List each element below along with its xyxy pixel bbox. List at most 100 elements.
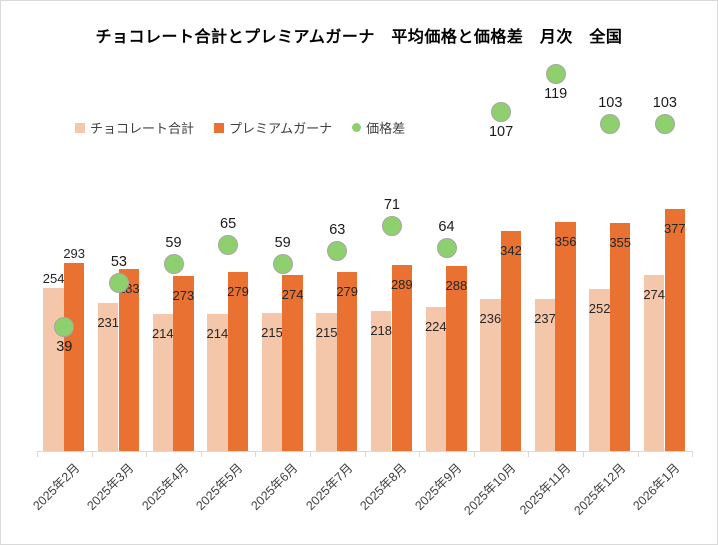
price-diff-value-label: 59 bbox=[274, 234, 291, 251]
price-diff-point bbox=[381, 215, 402, 236]
bar-value-label-premium-ghana: 342 bbox=[500, 243, 522, 259]
x-axis-tick bbox=[528, 451, 530, 457]
bar-premium-ghana bbox=[173, 275, 194, 451]
price-diff-point bbox=[272, 253, 293, 274]
x-axis-tick bbox=[637, 451, 639, 457]
price-diff-value-label: 63 bbox=[329, 222, 346, 239]
legend-swatch-chocolate-total-icon bbox=[75, 122, 85, 133]
bar-value-label-chocolate-total: 231 bbox=[97, 314, 120, 330]
bar-value-label-chocolate-total: 218 bbox=[370, 323, 393, 339]
x-axis-label: 2025年3月 bbox=[84, 460, 137, 513]
bar-premium-ghana bbox=[336, 271, 358, 451]
price-diff-value-label: 39 bbox=[56, 339, 73, 356]
legend-label-price-diff: 価格差 bbox=[366, 121, 406, 136]
chart-title: チョコレート合計とプレミアムガーナ 平均価格と価格差 月次 全国 bbox=[95, 29, 623, 46]
x-axis-label: 2025年4月 bbox=[139, 460, 192, 513]
x-axis-label: 2025年2月 bbox=[29, 460, 83, 513]
x-axis-tick bbox=[583, 451, 584, 457]
x-axis-label: 2026年1月 bbox=[630, 460, 683, 513]
bar-value-label-premium-ghana: 274 bbox=[281, 287, 304, 303]
price-diff-point bbox=[327, 241, 348, 262]
bar-chocolate-total bbox=[370, 311, 392, 451]
bar-premium-ghana bbox=[63, 262, 85, 451]
x-axis-tick bbox=[473, 451, 475, 457]
bar-value-label-chocolate-total: 236 bbox=[479, 311, 502, 327]
bar-value-label-premium-ghana: 377 bbox=[663, 220, 686, 236]
price-diff-point bbox=[654, 114, 675, 135]
bar-value-label-premium-ghana: 288 bbox=[445, 278, 468, 294]
bar-value-label-chocolate-total: 215 bbox=[315, 324, 338, 340]
price-diff-value-label: 64 bbox=[438, 219, 455, 236]
bar-value-label-premium-ghana: 279 bbox=[336, 283, 359, 299]
legend-label-chocolate-total: チョコレート合計 bbox=[90, 121, 195, 136]
x-axis-tick bbox=[200, 451, 202, 457]
legend-item-chocolate-total: チョコレート合計 bbox=[75, 118, 194, 137]
x-axis-tick bbox=[364, 451, 366, 457]
legend-label-premium-ghana: プレミアムガーナ bbox=[229, 121, 333, 136]
bar-value-label-chocolate-total: 274 bbox=[643, 287, 666, 303]
bar-premium-ghana bbox=[446, 266, 467, 451]
x-axis-label: 2025年9月 bbox=[412, 460, 465, 513]
bar-value-label-premium-ghana: 279 bbox=[227, 283, 249, 299]
bar-value-label-premium-ghana: 289 bbox=[390, 277, 413, 293]
bar-value-label-chocolate-total: 252 bbox=[588, 301, 611, 317]
price-diff-value-label: 71 bbox=[383, 196, 400, 213]
price-diff-point bbox=[436, 238, 457, 259]
price-diff-value-label: 65 bbox=[220, 215, 237, 232]
bar-chocolate-total bbox=[316, 312, 337, 451]
x-axis-label: 2025年7月 bbox=[302, 460, 356, 513]
bar-premium-ghana bbox=[664, 208, 686, 451]
legend-swatch-premium-ghana-icon bbox=[214, 122, 225, 133]
bar-value-label-premium-ghana: 356 bbox=[554, 234, 577, 250]
bar-premium-ghana bbox=[118, 269, 140, 451]
bar-value-label-premium-ghana: 273 bbox=[172, 287, 195, 303]
price-diff-point bbox=[54, 317, 75, 338]
bar-premium-ghana bbox=[391, 265, 413, 451]
bar-chocolate-total bbox=[97, 302, 119, 451]
price-diff-point bbox=[491, 101, 512, 122]
x-axis-tick bbox=[692, 451, 694, 457]
x-axis-tick bbox=[255, 451, 257, 457]
x-axis-label: 2025年6月 bbox=[248, 460, 301, 513]
bar-chocolate-total bbox=[207, 313, 228, 451]
price-diff-value-label: 119 bbox=[544, 85, 568, 102]
price-diff-value-label: 59 bbox=[165, 234, 182, 251]
price-diff-value-label: 53 bbox=[110, 253, 127, 270]
price-diff-value-label: 107 bbox=[488, 123, 514, 140]
legend-item-price-diff: 価格差 bbox=[352, 118, 405, 137]
bar-chocolate-total bbox=[43, 287, 64, 451]
bar-value-label-chocolate-total: 215 bbox=[261, 324, 283, 340]
bar-value-label-chocolate-total: 214 bbox=[206, 325, 229, 341]
x-axis-tick bbox=[91, 451, 93, 457]
bar-value-label-chocolate-total: 237 bbox=[534, 310, 556, 326]
x-axis-label: 2025年10月 bbox=[461, 460, 519, 518]
bar-chocolate-total bbox=[480, 299, 501, 451]
bar-chocolate-total bbox=[643, 275, 665, 451]
x-axis-tick bbox=[310, 451, 311, 457]
legend-item-premium-ghana: プレミアムガーナ bbox=[214, 118, 332, 137]
x-axis-tick bbox=[146, 451, 148, 457]
price-diff-point bbox=[108, 272, 129, 293]
bar-chocolate-total bbox=[534, 298, 556, 451]
bar-premium-ghana bbox=[555, 222, 576, 451]
price-diff-point bbox=[218, 234, 239, 255]
bar-premium-ghana bbox=[227, 271, 249, 451]
bar-chocolate-total bbox=[425, 307, 447, 451]
bar-value-label-chocolate-total: 254 bbox=[42, 270, 65, 286]
bar-value-label-chocolate-total: 214 bbox=[151, 325, 174, 341]
bar-value-label-premium-ghana: 293 bbox=[63, 245, 86, 261]
price-diff-point bbox=[600, 114, 621, 135]
price-diff-value-label: 103 bbox=[598, 95, 623, 112]
x-axis-label: 2025年12月 bbox=[570, 460, 629, 518]
legend: チョコレート合計 プレミアムガーナ 価格差 bbox=[75, 118, 405, 137]
bar-chocolate-total bbox=[589, 289, 610, 451]
bar-value-label-chocolate-total: 224 bbox=[424, 319, 447, 335]
bar-chocolate-total bbox=[261, 312, 283, 451]
price-diff-point bbox=[163, 253, 184, 274]
x-axis-label: 2025年5月 bbox=[193, 460, 246, 513]
x-axis-tick bbox=[419, 451, 421, 457]
price-diff-point bbox=[545, 63, 566, 84]
bar-premium-ghana bbox=[500, 231, 522, 451]
x-axis-tick bbox=[37, 451, 38, 457]
